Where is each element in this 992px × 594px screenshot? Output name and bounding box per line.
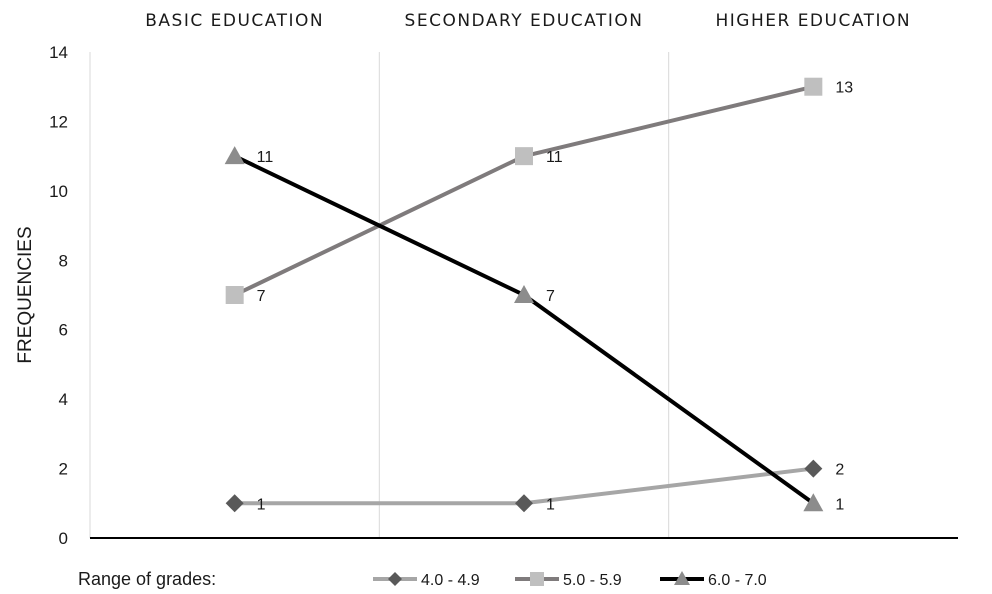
series-line [233, 84, 814, 297]
marker-diamond [515, 494, 533, 513]
y-tick-label: 2 [59, 460, 68, 479]
marker-triangle [674, 571, 690, 585]
series-2 [225, 77, 823, 304]
y-tick-label: 4 [59, 390, 68, 409]
series-group [224, 77, 824, 513]
marker-square [530, 572, 544, 586]
y-axis-title: FREQUENCIES [15, 226, 36, 363]
series-line [233, 154, 815, 505]
data-label: 11 [257, 149, 274, 166]
data-label: 11 [546, 149, 563, 166]
marker-triangle [224, 146, 245, 165]
data-label: 1 [835, 496, 844, 513]
y-tick-label: 8 [59, 251, 68, 270]
category-label: SECONDARY EDUCATION [405, 11, 644, 31]
legend-entry-3: 6.0 - 7.0 [660, 571, 767, 589]
legend-label: 5.0 - 5.9 [563, 572, 622, 589]
y-tick-label: 14 [49, 43, 68, 62]
legend-entry-1: 4.0 - 4.9 [373, 572, 480, 589]
data-label: 2 [835, 462, 844, 479]
y-tick-label: 0 [59, 529, 68, 548]
y-tick-label: 12 [49, 112, 68, 131]
series-1 [225, 459, 823, 513]
legend-entry-2: 5.0 - 5.9 [515, 572, 622, 589]
legend-label: 4.0 - 4.9 [421, 572, 480, 589]
data-label: 1 [257, 496, 266, 513]
marker-diamond [225, 494, 244, 513]
data-label: 13 [835, 80, 853, 97]
marker-square [515, 147, 533, 166]
marker-triangle [514, 285, 534, 303]
marker-square [225, 286, 244, 304]
marker-triangle [803, 493, 824, 512]
data-label: 1 [546, 496, 555, 513]
y-tick-label: 6 [59, 321, 68, 340]
category-labels: BASIC EDUCATION SECONDARY EDUCATION HIGHER… [145, 11, 911, 31]
grid-lines [89, 52, 958, 539]
y-axis: 0 2 4 6 8 10 12 14 [49, 43, 68, 548]
category-label: HIGHER EDUCATION [715, 11, 911, 31]
legend: Range of grades: 4.0 - 4.9 5.0 - 5.9 6.0 -… [78, 569, 767, 589]
marker-diamond [388, 572, 402, 586]
marker-diamond [804, 459, 823, 478]
marker-square [804, 77, 823, 96]
category-label: BASIC EDUCATION [145, 11, 324, 31]
y-tick-label: 10 [49, 182, 68, 201]
series-3 [224, 146, 824, 512]
data-label: 7 [546, 288, 555, 305]
data-label: 7 [257, 288, 266, 305]
legend-label: 6.0 - 7.0 [708, 572, 767, 589]
legend-title: Range of grades: [78, 569, 216, 589]
